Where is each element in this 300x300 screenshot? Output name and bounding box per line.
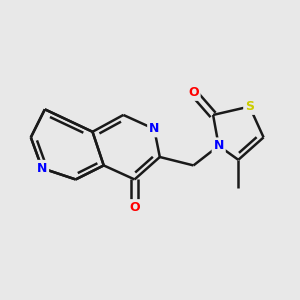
Text: O: O [129,201,140,214]
Text: N: N [37,162,47,175]
Text: N: N [214,139,224,152]
Text: O: O [188,86,199,99]
Text: S: S [245,100,254,113]
Text: N: N [149,122,159,136]
